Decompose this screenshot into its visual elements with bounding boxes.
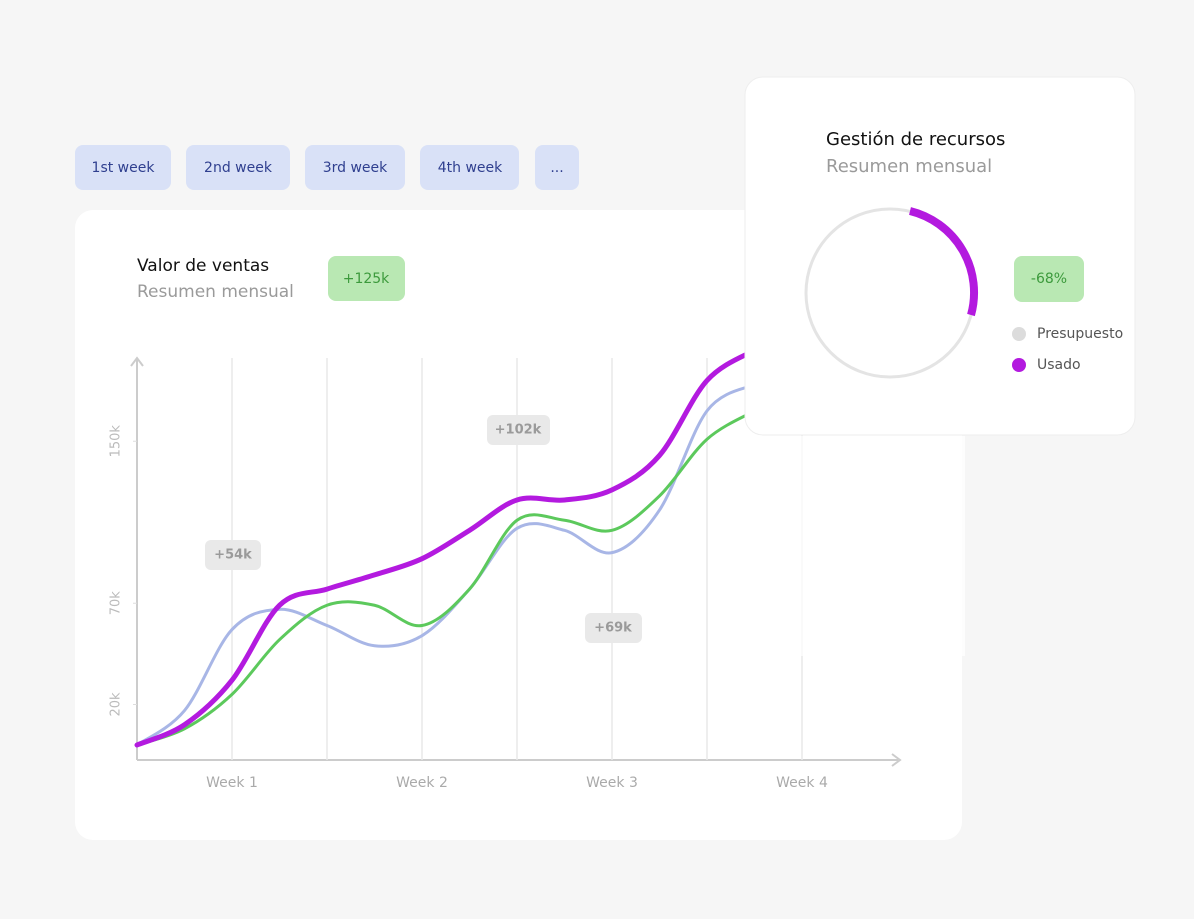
tab[interactable]	[75, 145, 171, 190]
resources-card	[744, 76, 1136, 436]
badge	[328, 256, 405, 301]
y-tick-label: 150k	[109, 425, 124, 458]
axis-arrow	[130, 356, 144, 367]
annotation: +54k	[214, 548, 252, 563]
tab-label[interactable]: 3rd week	[323, 160, 388, 176]
badge	[1014, 256, 1084, 302]
annotation-box	[585, 613, 642, 643]
badge-text: +125k	[343, 271, 390, 287]
x-tick-label: Week 3	[586, 775, 638, 791]
tab-label[interactable]: 4th week	[438, 160, 503, 176]
tab-label[interactable]: ...	[550, 160, 563, 176]
tabs: 1st week 2nd week 3rd week 4th week ...	[75, 145, 579, 190]
fade	[745, 436, 965, 656]
series-line	[135, 409, 756, 747]
x-tick-label: Week 2	[396, 775, 448, 791]
annotation: +69k	[594, 621, 632, 636]
series-line	[134, 347, 757, 748]
annotation: +102k	[495, 423, 542, 438]
chart-title: Valor de ventas	[137, 256, 269, 276]
y-tick-label: 20k	[109, 692, 124, 717]
tab[interactable]	[420, 145, 519, 190]
resources-subtitle: Resumen mensual	[826, 156, 992, 177]
x-tick-label: Week 1	[206, 775, 258, 791]
tab-label[interactable]: 1st week	[92, 160, 156, 176]
chart-card	[75, 210, 962, 840]
legend-label: Presupuesto	[1037, 326, 1123, 342]
legend-swatch	[1012, 358, 1026, 372]
tab[interactable]	[186, 145, 290, 190]
legend-swatch	[1012, 327, 1026, 341]
donut-arc	[909, 207, 979, 317]
x-tick-label: Week 4	[776, 775, 828, 791]
legend-label: Usado	[1037, 357, 1081, 373]
tab-label[interactable]: 2nd week	[204, 160, 273, 176]
resources-title: Gestión de recursos	[826, 129, 1005, 150]
tab[interactable]	[305, 145, 405, 190]
plot: Week 1 Week 2 Week 3 Week 4 20k 70k 150k	[109, 347, 902, 791]
legend: Presupuesto Usado	[1012, 326, 1123, 373]
annotation-box	[205, 540, 261, 570]
annotations: +54k +102k +69k	[205, 415, 642, 643]
annotation-box	[487, 415, 550, 445]
badge-text: -68%	[1031, 271, 1067, 287]
y-tick-label: 70k	[109, 591, 124, 616]
chart-subtitle: Resumen mensual	[137, 282, 294, 302]
axis-arrow	[891, 753, 902, 767]
tab[interactable]	[535, 145, 579, 190]
